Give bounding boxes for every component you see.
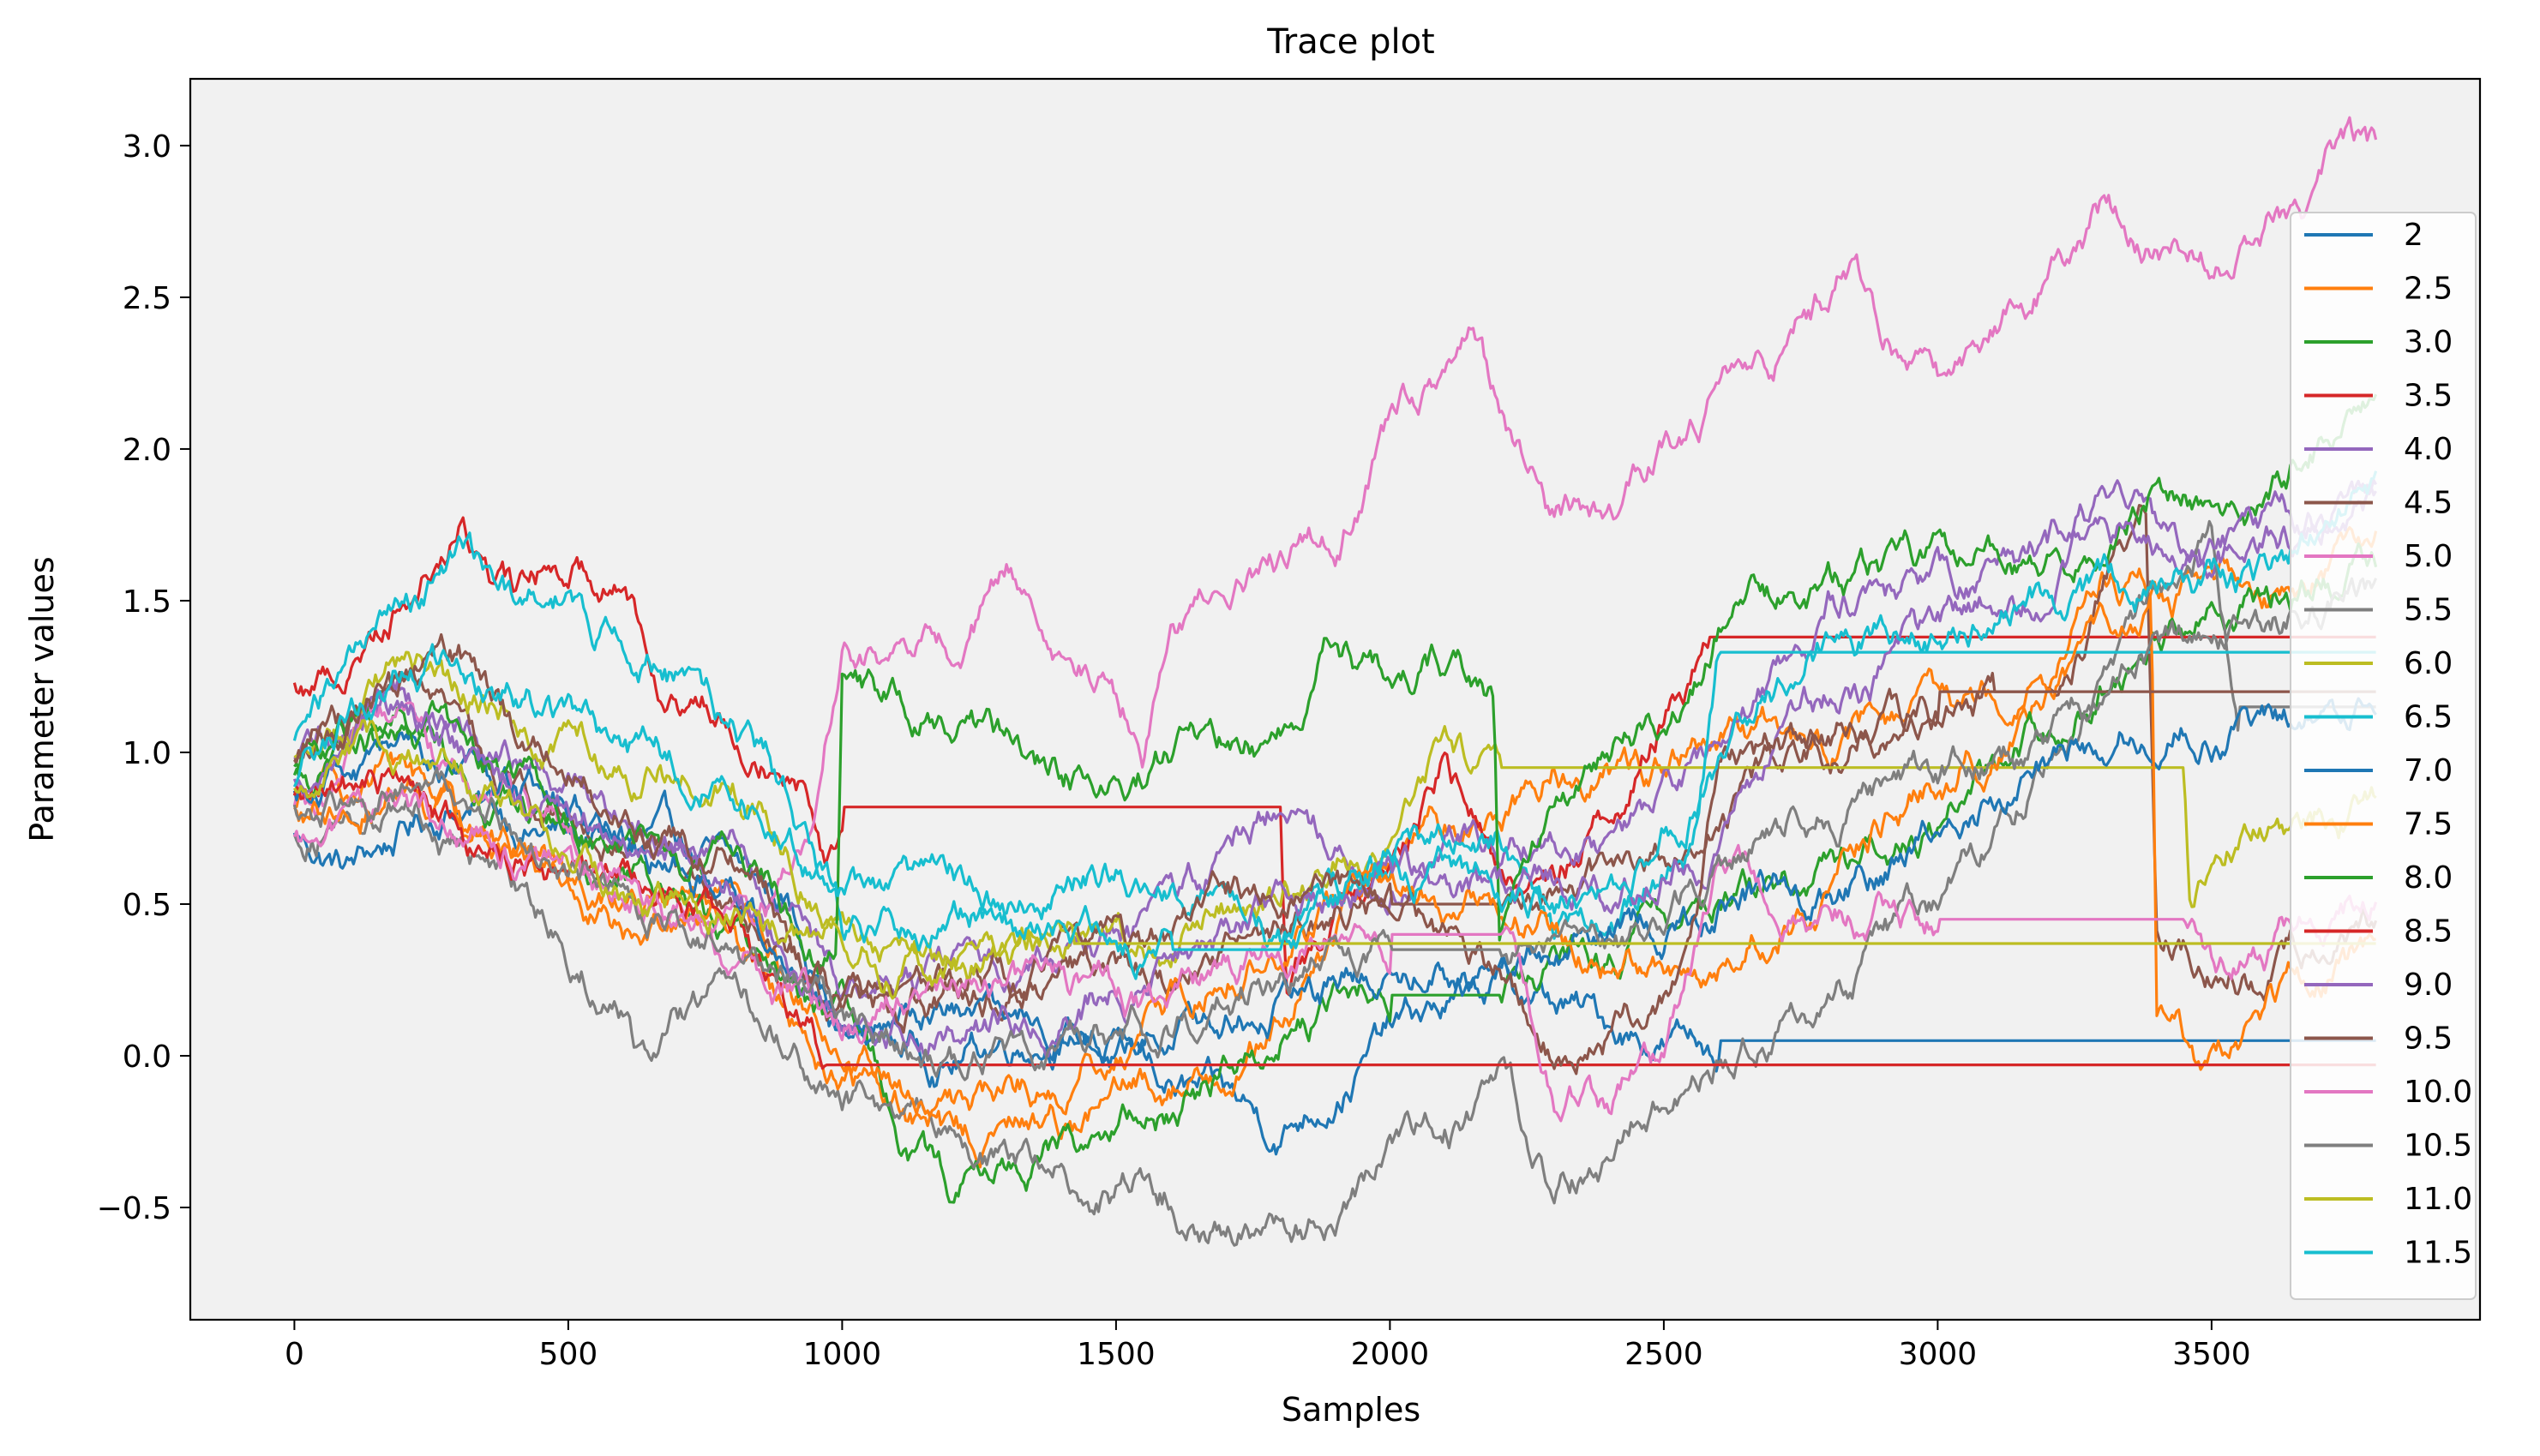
series-line bbox=[292, 470, 2378, 980]
y-tick-label: 0.0 bbox=[123, 1040, 171, 1075]
series-line bbox=[292, 767, 2376, 1070]
y-tick-label: 3.0 bbox=[123, 129, 171, 165]
legend-label: 10.0 bbox=[2404, 1075, 2472, 1110]
legend-label: 4.0 bbox=[2404, 432, 2453, 467]
legend-label: 8.0 bbox=[2404, 860, 2453, 896]
legend-label: 2.5 bbox=[2404, 272, 2453, 307]
x-axis: 0 500 1000 1500 2000 2500 3000 3500 bbox=[285, 1320, 2251, 1372]
y-tick-label: 1.5 bbox=[123, 584, 171, 620]
series-line bbox=[292, 577, 2378, 1082]
legend-label: 7.5 bbox=[2404, 807, 2453, 842]
x-tick-label: 1500 bbox=[1077, 1337, 1156, 1372]
y-tick-label: 2.5 bbox=[123, 281, 171, 316]
legend-label: 11.5 bbox=[2404, 1236, 2472, 1271]
legend-label: 11.0 bbox=[2404, 1182, 2472, 1217]
x-tick-label: 0 bbox=[285, 1337, 304, 1372]
y-tick-label: 1.0 bbox=[123, 736, 171, 771]
x-tick-label: 3000 bbox=[1899, 1337, 1978, 1372]
legend-label: 3.5 bbox=[2404, 379, 2453, 414]
y-tick-label: 0.5 bbox=[123, 888, 171, 923]
y-axis: −0.5 0.0 0.5 1.0 1.5 2.0 2.5 3.0 bbox=[97, 129, 190, 1226]
x-tick-label: 2000 bbox=[1351, 1337, 1430, 1372]
chart-title: Trace plot bbox=[1266, 22, 1435, 62]
series-line bbox=[292, 519, 2376, 1247]
series-line bbox=[293, 393, 2378, 975]
legend-label: 5.0 bbox=[2404, 539, 2453, 574]
legend-label: 6.5 bbox=[2404, 700, 2453, 735]
legend-box bbox=[2290, 212, 2477, 1300]
legend-label: 9.5 bbox=[2404, 1022, 2453, 1057]
series-line bbox=[293, 650, 2377, 968]
y-tick-label: 2.0 bbox=[123, 433, 171, 468]
x-axis-label: Samples bbox=[1282, 1391, 1420, 1429]
legend: 2 2.5 3.0 3.5 4.0 4.5 5.0 5.5 6.0 6.5 7.0 7.5 8.0 8.5… bbox=[2290, 212, 2477, 1300]
legend-label: 3.0 bbox=[2404, 325, 2453, 360]
x-tick-label: 500 bbox=[539, 1337, 598, 1372]
x-tick-label: 2500 bbox=[1624, 1337, 1703, 1372]
legend-label: 10.5 bbox=[2404, 1129, 2472, 1164]
legend-label: 6.0 bbox=[2404, 646, 2453, 681]
series-line bbox=[292, 531, 2376, 952]
legend-label: 8.5 bbox=[2404, 914, 2453, 950]
y-axis-label: Parameter values bbox=[23, 556, 61, 842]
legend-label: 7.0 bbox=[2404, 753, 2453, 788]
plot-frame bbox=[189, 77, 2482, 1321]
y-tick-label: −0.5 bbox=[97, 1191, 171, 1226]
series-line bbox=[293, 718, 2376, 1000]
legend-label: 2 bbox=[2404, 218, 2423, 253]
legend-label: 5.5 bbox=[2404, 593, 2453, 628]
legend-label: 4.5 bbox=[2404, 486, 2453, 521]
series-line bbox=[294, 632, 2376, 1076]
series-layer bbox=[292, 116, 2378, 1247]
plot-area bbox=[190, 79, 2480, 1320]
x-tick-label: 1000 bbox=[803, 1337, 882, 1372]
x-tick-label: 3500 bbox=[2172, 1337, 2251, 1372]
series-line bbox=[292, 478, 2378, 1058]
legend-label: 9.0 bbox=[2404, 968, 2453, 1003]
